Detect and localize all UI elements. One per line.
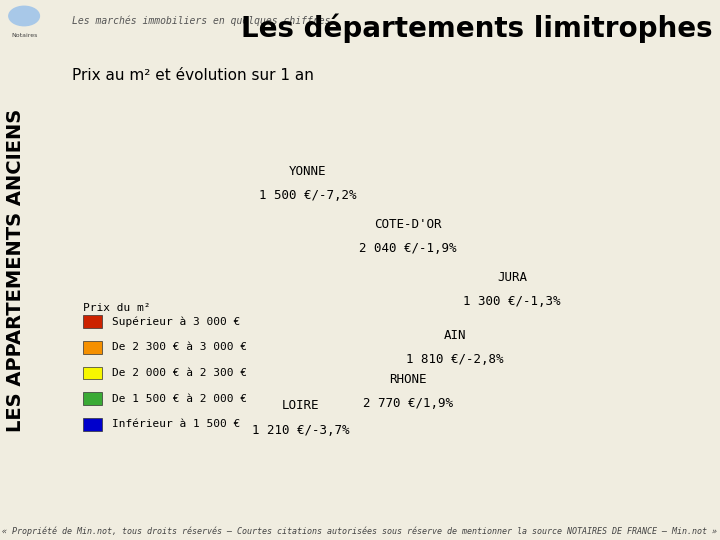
- Text: Les départements limitrophes: Les départements limitrophes: [241, 14, 713, 43]
- Text: AIN: AIN: [444, 328, 467, 342]
- Text: Notaires: Notaires: [11, 33, 37, 38]
- Text: 1 210 €/-3,7%: 1 210 €/-3,7%: [252, 424, 350, 437]
- Bar: [84, 393, 102, 405]
- Text: LES APPARTEMENTS ANCIENS: LES APPARTEMENTS ANCIENS: [6, 109, 25, 431]
- Bar: [84, 418, 102, 430]
- Text: Les marchés immobiliers en quelques chiffres: Les marchés immobiliers en quelques chif…: [72, 15, 330, 25]
- Text: « Propriété de Min.not, tous droits réservés – Courtes citations autorisées sous: « Propriété de Min.not, tous droits rése…: [2, 526, 718, 536]
- Bar: [84, 341, 102, 354]
- Text: YONNE: YONNE: [289, 165, 326, 178]
- Text: De 2 300 € à 3 000 €: De 2 300 € à 3 000 €: [112, 342, 247, 352]
- Text: JURA: JURA: [497, 271, 527, 284]
- Text: 1 500 €/-7,2%: 1 500 €/-7,2%: [259, 189, 356, 202]
- Text: De 2 000 € à 2 300 €: De 2 000 € à 2 300 €: [112, 368, 247, 378]
- Text: De 1 500 € à 2 000 €: De 1 500 € à 2 000 €: [112, 394, 247, 404]
- Text: Inférieur à 1 500 €: Inférieur à 1 500 €: [112, 420, 240, 429]
- Text: 2 040 €/-1,9%: 2 040 €/-1,9%: [359, 242, 457, 255]
- Text: RHONE: RHONE: [390, 373, 427, 386]
- Text: 1 810 €/-2,8%: 1 810 €/-2,8%: [406, 353, 504, 366]
- Bar: [84, 367, 102, 379]
- Circle shape: [9, 6, 40, 26]
- Text: 1 300 €/-1,3%: 1 300 €/-1,3%: [463, 295, 561, 308]
- Text: LOIRE: LOIRE: [282, 400, 320, 413]
- Text: 2 770 €/1,9%: 2 770 €/1,9%: [363, 397, 453, 410]
- Text: Prix du m²: Prix du m²: [84, 303, 151, 313]
- Bar: [84, 315, 102, 328]
- Text: Supérieur à 3 000 €: Supérieur à 3 000 €: [112, 316, 240, 327]
- Text: Prix au m² et évolution sur 1 an: Prix au m² et évolution sur 1 an: [72, 68, 314, 83]
- Text: COTE-D'OR: COTE-D'OR: [374, 218, 442, 231]
